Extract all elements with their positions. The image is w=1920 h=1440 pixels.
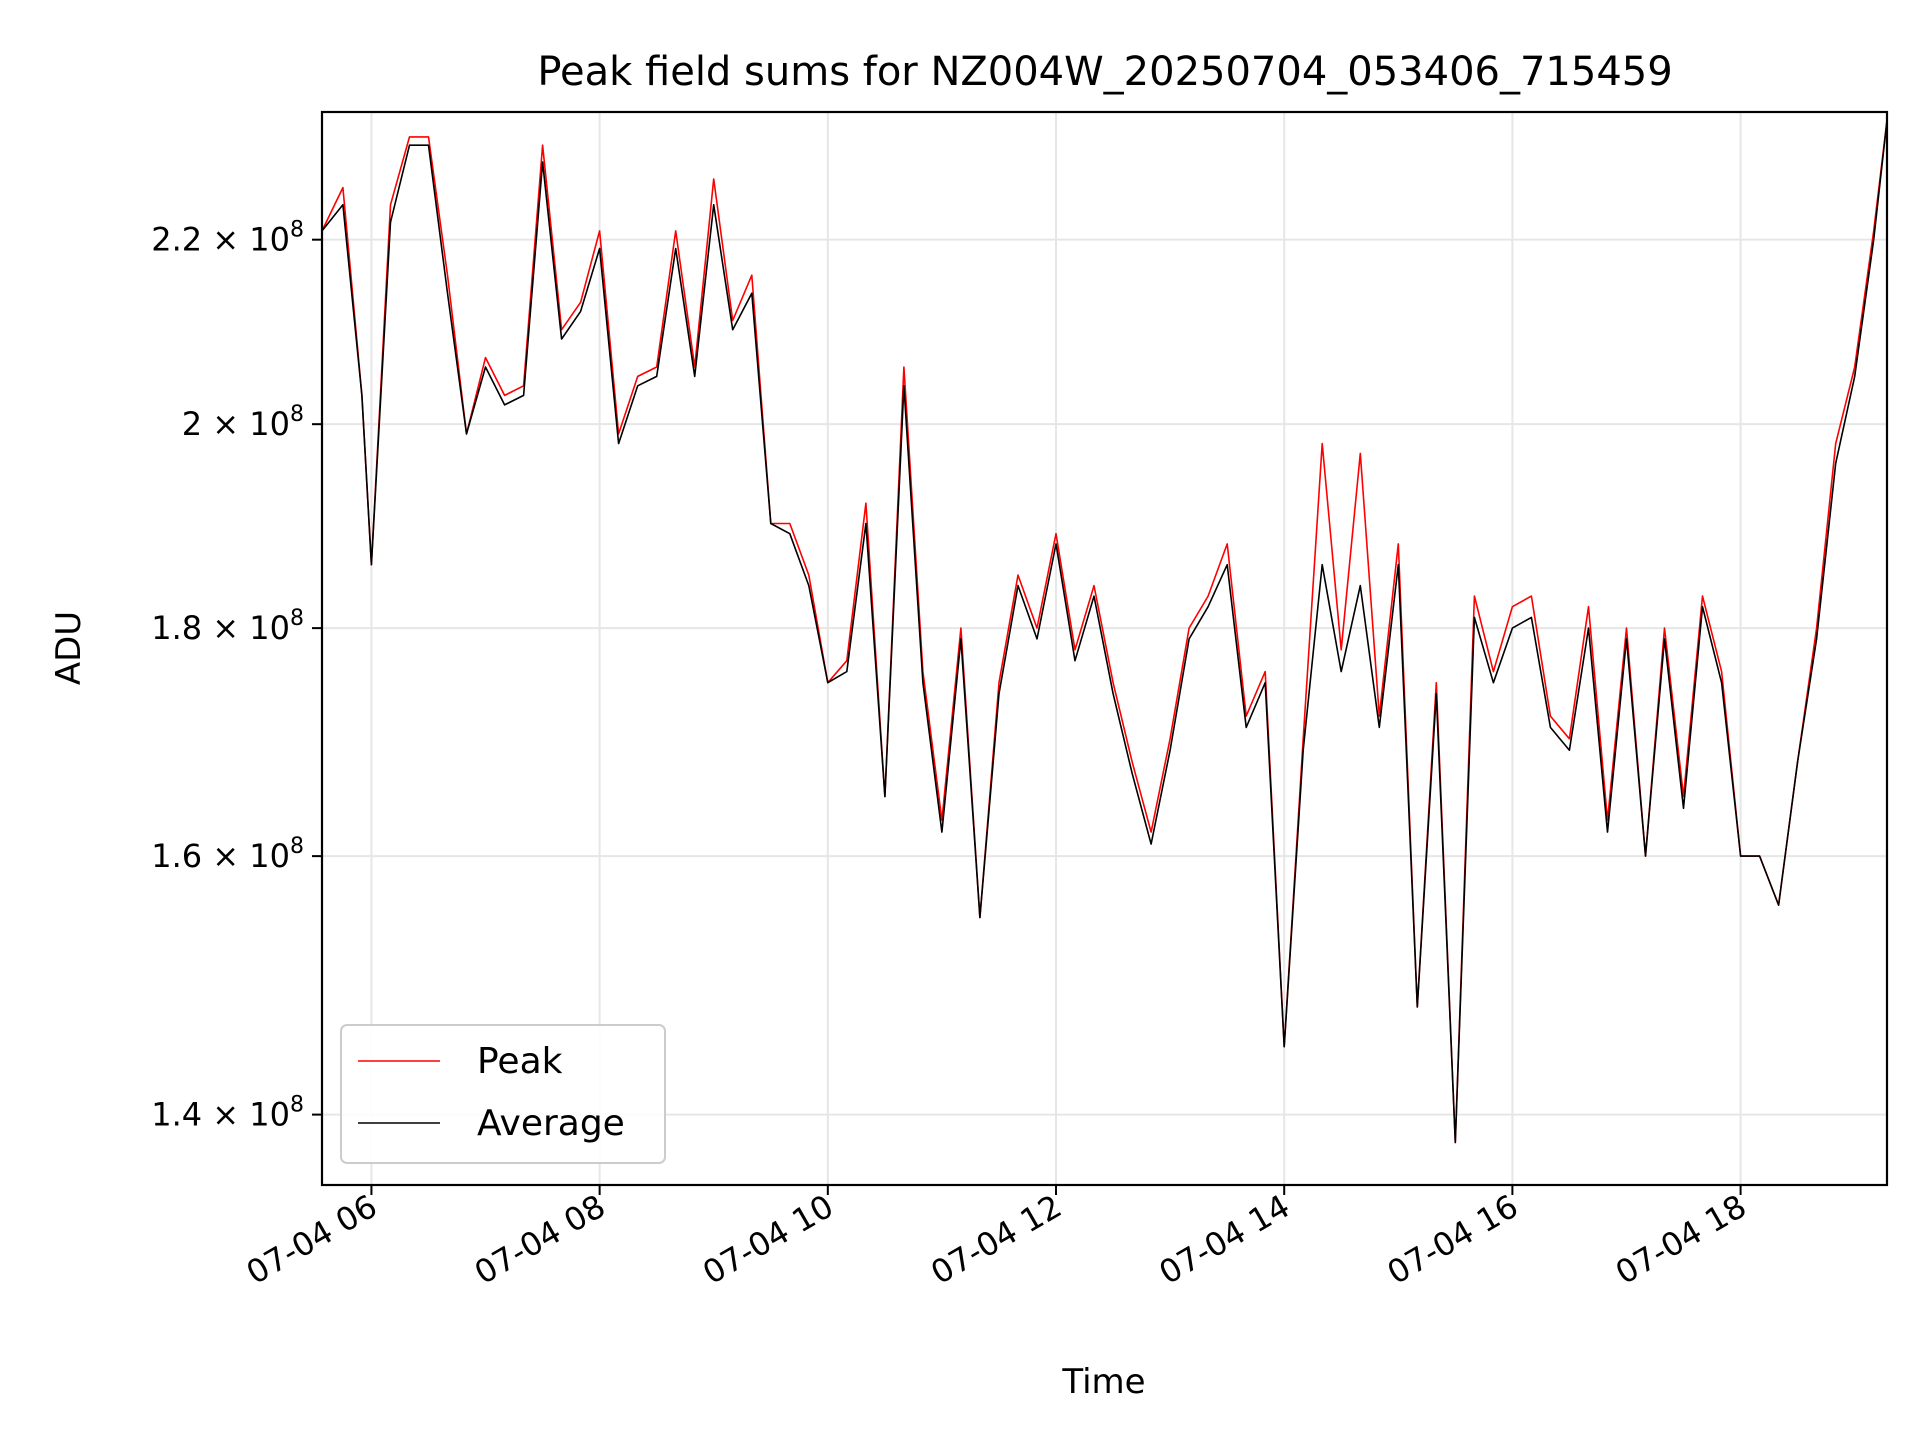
- series-line-average: [321, 120, 1888, 1144]
- y-tick-label: 2.2 × 108: [151, 218, 304, 259]
- legend-label-peak: Peak: [477, 1041, 563, 1082]
- x-tick-label: 07-04 18: [1609, 1187, 1753, 1292]
- y-tick-label: 1.6 × 108: [151, 834, 304, 875]
- series-lines: [321, 120, 1888, 1144]
- legend-box: [340, 1024, 666, 1164]
- y-tick-label: 2 × 108: [182, 402, 304, 443]
- x-tick-label: 07-04 16: [1381, 1187, 1525, 1292]
- chart-title: Peak field sums for NZ004W_20250704_0534…: [537, 49, 1672, 95]
- x-tick-label: 07-04 08: [468, 1187, 612, 1292]
- x-tick-label: 07-04 12: [924, 1187, 1068, 1292]
- x-tick-label: 07-04 10: [696, 1187, 840, 1292]
- x-axis: 07-04 06 07-04 08 07-04 10 07-04 12 07-04 14…: [240, 1185, 1753, 1292]
- x-tick-label: 07-04 14: [1153, 1187, 1297, 1292]
- legend-label-average: Average: [477, 1103, 625, 1144]
- x-axis-label: Time: [1061, 1362, 1145, 1402]
- y-axis-label: ADU: [49, 611, 89, 685]
- y-axis: 1.4 × 108 1.6 × 108 1.8 × 108 2 × 108 2.2 × …: [151, 218, 322, 1134]
- x-tick-label: 07-04 06: [240, 1187, 384, 1292]
- legend: Peak Average: [340, 1024, 666, 1164]
- y-tick-label: 1.4 × 108: [151, 1093, 304, 1134]
- y-tick-label: 1.8 × 108: [151, 606, 304, 647]
- series-line-peak: [321, 120, 1888, 1144]
- plot-frame: [320, 110, 1889, 1187]
